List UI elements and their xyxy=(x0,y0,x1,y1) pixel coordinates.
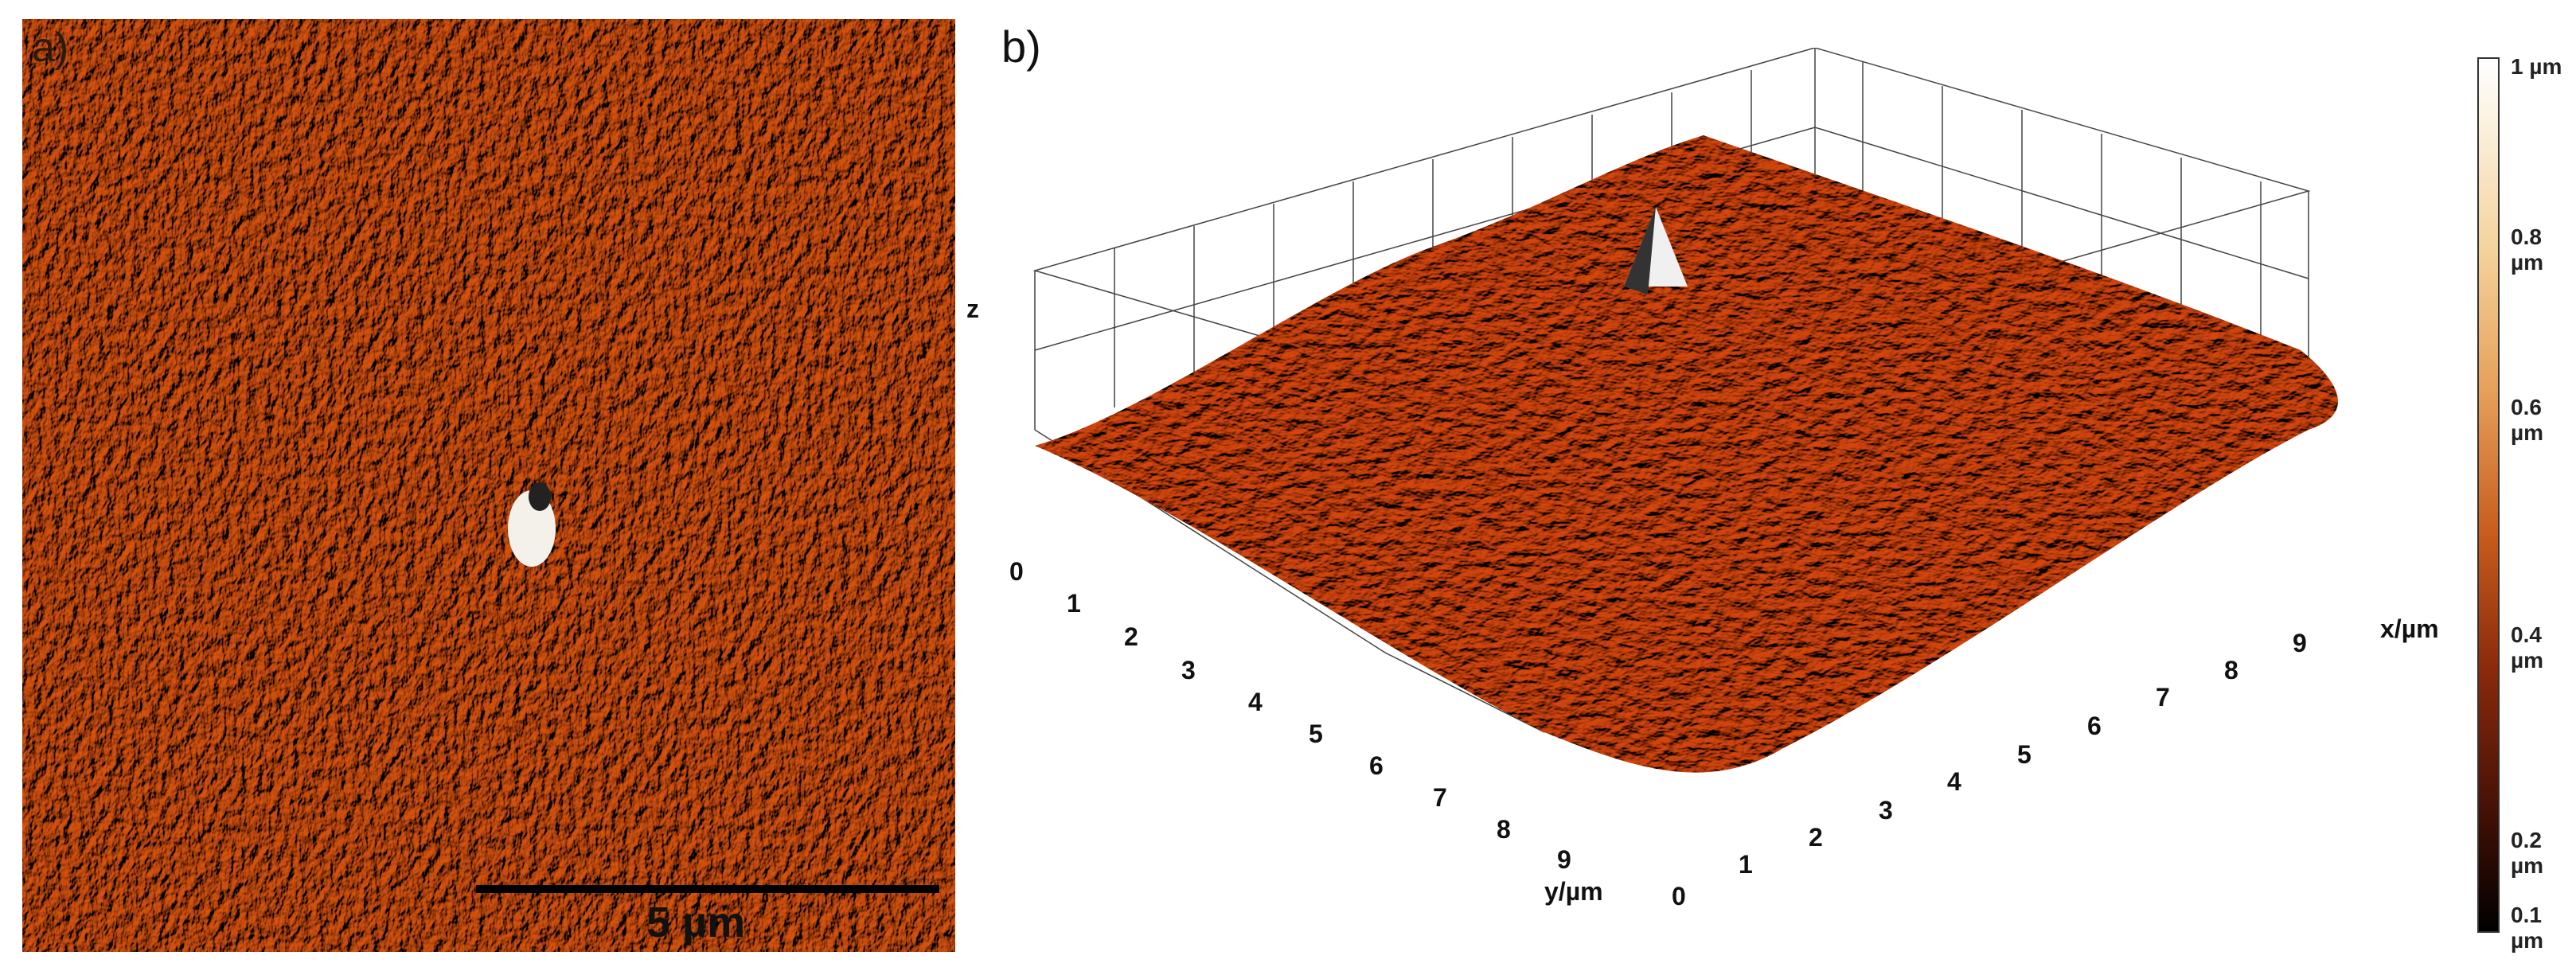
x-tick: 0 xyxy=(1672,882,1686,911)
y-tick: 7 xyxy=(1433,783,1447,812)
y-tick: 5 xyxy=(1309,719,1323,748)
y-axis-label: y/µm xyxy=(1544,877,1603,906)
x-axis-label: x/µm xyxy=(2380,614,2439,643)
scale-bar-label: 5 µm xyxy=(646,899,746,946)
afm-3d-plot xyxy=(1032,48,2339,773)
x-tick: 3 xyxy=(1879,796,1893,825)
y-tick: 6 xyxy=(1369,751,1384,780)
afm-texture xyxy=(22,19,955,952)
y-tick: 1 xyxy=(1067,589,1081,618)
x-tick: 1 xyxy=(1739,850,1753,879)
y-tick: 8 xyxy=(1497,815,1511,844)
x-tick: 5 xyxy=(2017,740,2032,769)
y-tick: 0 xyxy=(1009,557,1024,586)
y-tick: 4 xyxy=(1248,688,1263,716)
z-axis-label: z xyxy=(966,294,979,323)
y-tick: 2 xyxy=(1124,622,1138,651)
colorbar-label: 0.8 µm xyxy=(2511,224,2544,275)
colorbar-label: 0.1 µm xyxy=(2511,903,2544,953)
colorbar-label: 0.2 µm xyxy=(2511,828,2544,878)
x-tick: 6 xyxy=(2087,712,2102,740)
x-tick: 2 xyxy=(1809,823,1823,852)
panel-a-label: a) xyxy=(32,25,69,71)
colorbar xyxy=(2477,57,2500,933)
colorbar-label: 1 µm xyxy=(2511,54,2562,79)
y-tick: 3 xyxy=(1181,656,1196,684)
panel-b-label: b) xyxy=(1001,21,1041,72)
surface xyxy=(1035,135,2339,773)
colorbar-label: 0.4 µm xyxy=(2511,622,2544,673)
x-tick: 4 xyxy=(1947,767,1961,796)
x-tick: 7 xyxy=(2156,683,2170,712)
scale-bar xyxy=(476,885,939,893)
colorbar-label: 0.6 µm xyxy=(2511,395,2544,445)
x-tick: 8 xyxy=(2224,656,2238,684)
y-tick: 9 xyxy=(1557,845,1571,874)
x-tick: 9 xyxy=(2293,629,2307,657)
afm-2d-image xyxy=(22,19,955,952)
